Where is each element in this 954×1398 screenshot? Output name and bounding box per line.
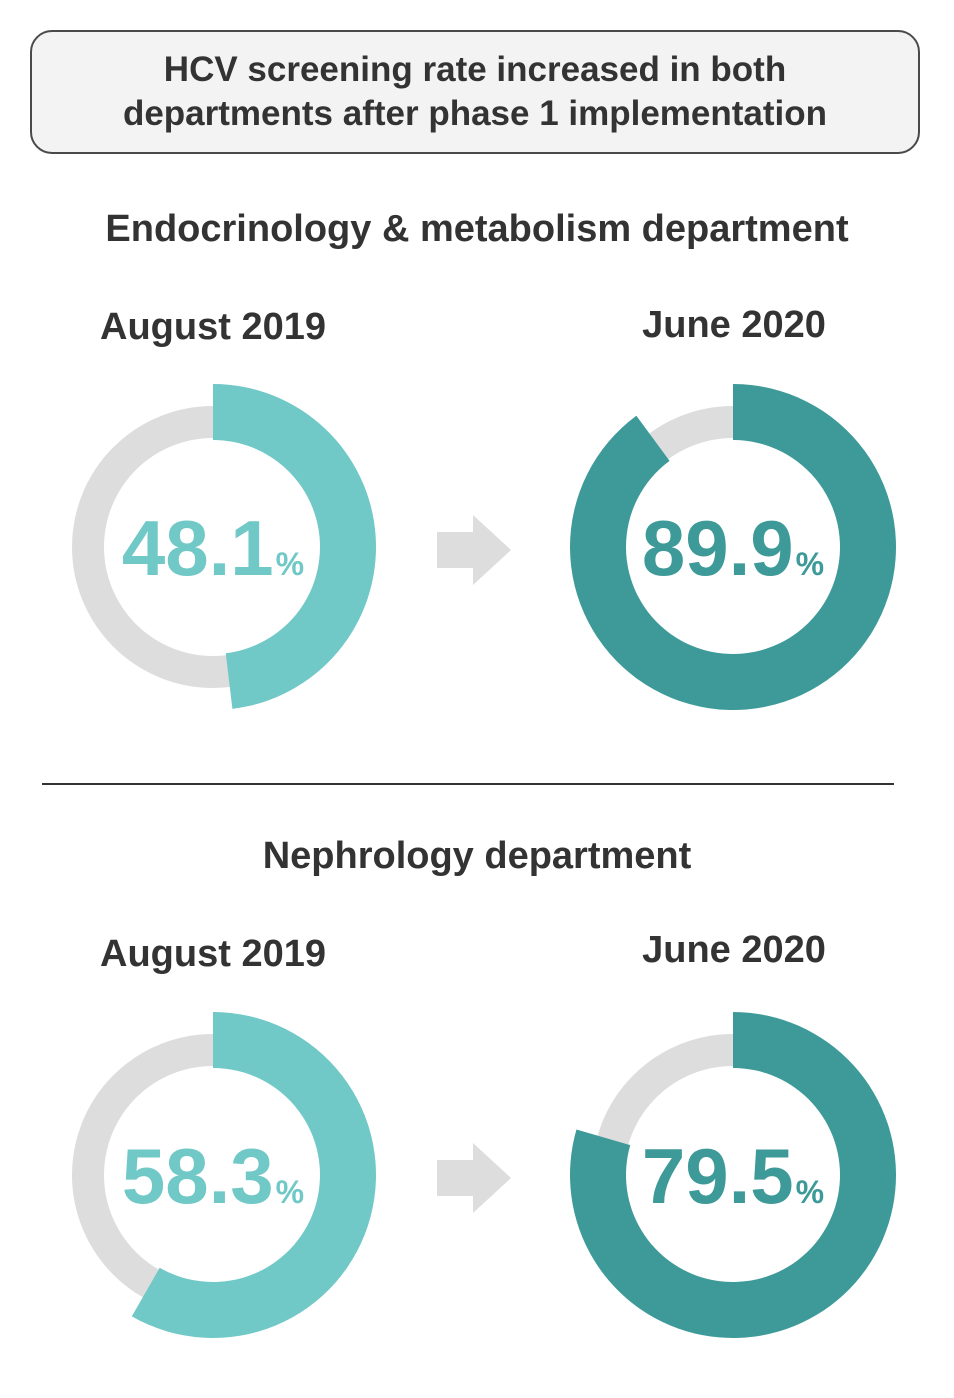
nephro-after-period-label: June 2020 [642,929,826,971]
endo-after-value-number: 89.9 [642,504,794,592]
nephro-before-value-arc [131,1012,376,1338]
nephro-before-donut: 58.3% [72,1012,376,1338]
nephro-transition-arrow-icon [437,1143,511,1213]
endocrinology-section-title: Endocrinology & metabolism department [105,208,849,250]
nephrology-section-title: Nephrology department [262,835,692,877]
section-divider [42,783,894,785]
nephro-before-period-label: August 2019 [100,933,326,975]
nephro-after-value-number: 79.5 [642,1132,794,1220]
endo-before-donut: 48.1% [72,384,376,709]
nephro-after-donut: 79.5% [570,1012,896,1338]
nephro-before-value-label: 58.3% [122,1132,304,1220]
endo-before-value-unit: % [276,546,304,582]
endo-after-value-arc [570,384,896,710]
endo-after-value-unit: % [796,546,824,582]
endo-before-value-arc [213,384,376,709]
endo-after-donut: 89.9% [570,384,896,710]
endo-after-value-label: 89.9% [642,504,824,592]
endo-after-period-label: June 2020 [642,304,826,346]
endo-before-value-label: 48.1% [122,504,304,592]
nephro-after-value-unit: % [796,1174,824,1210]
endo-before-value-number: 48.1 [122,504,274,592]
nephro-before-value-number: 58.3 [122,1132,274,1220]
nephro-after-value-arc [570,1012,896,1338]
headline-box: HCV screening rate increased in both dep… [30,30,920,154]
headline-line-1: HCV screening rate increased in both [163,50,787,89]
nephro-after-value-label: 79.5% [642,1132,824,1220]
nephro-before-value-unit: % [276,1174,304,1210]
endo-transition-arrow-icon [437,515,511,585]
endo-before-period-label: August 2019 [100,306,326,348]
headline-line-2: departments after phase 1 implementation [122,94,828,133]
